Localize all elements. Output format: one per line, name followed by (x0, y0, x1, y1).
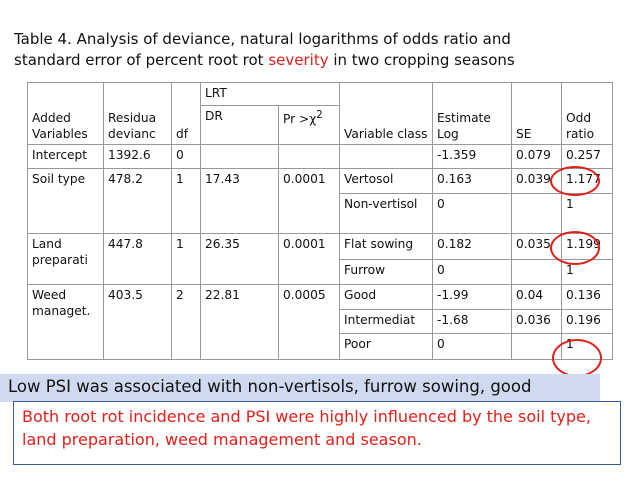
conclusion-box: Both root rot incidence and PSI were hig… (13, 401, 621, 465)
cell-dr: 26.35 (200, 233, 279, 285)
cell-pr: 0.0005 (278, 284, 340, 360)
cell-residual-deviance: 403.5 (103, 284, 172, 360)
table-row-soil-nonvertisol: Non-vertisol 0 1 (28, 193, 613, 234)
header-residual-deviance: Residua devianc (103, 82, 172, 145)
pr-chi-label: Pr >χ (283, 112, 317, 127)
deviance-table: Added Variables Residua devianc df LRT V… (27, 82, 613, 360)
header-lrt: LRT (200, 82, 340, 106)
cell-odds: 0.136 (561, 284, 613, 310)
cell-df: 1 (171, 233, 201, 285)
cell-se: 0.04 (511, 284, 562, 310)
table-row-weed-intermediate: Intermediat -1.68 0.036 0.196 (28, 309, 613, 334)
cell-estimate: 0 (432, 193, 512, 234)
cell-odds: 0.257 (561, 144, 613, 169)
cell-class: Intermediat (339, 309, 433, 334)
cell-odds: 1.199 (561, 233, 613, 260)
cell-odds: 1 (561, 259, 613, 285)
cell-class: Furrow (339, 259, 433, 285)
cell-se: 0.036 (511, 309, 562, 334)
cell-class (339, 144, 433, 169)
caption-line-2: standard error of percent root rot sever… (14, 50, 624, 71)
cell-class: Non-vertisol (339, 193, 433, 234)
header-se: SE (511, 82, 562, 145)
cell-odds: 1 (561, 193, 613, 234)
cell-se (511, 259, 562, 285)
cell-pr: 0.0001 (278, 233, 340, 285)
caption-text-end: in two cropping seasons (328, 51, 515, 69)
cell-df: 1 (171, 168, 201, 234)
cell-class: Vertosol (339, 168, 433, 194)
header-odd-ratio: Odd ratio (561, 82, 613, 145)
cell-se (511, 333, 562, 360)
cell-variable: Soil type (27, 168, 104, 234)
table-row-weed-good: Weed managet. 403.5 2 22.81 0.0005 Good … (27, 284, 613, 360)
cell-estimate: 0 (432, 333, 512, 360)
cell-residual-deviance: 478.2 (103, 168, 172, 234)
psi-summary-banner: Low PSI was associated with non-vertisol… (0, 374, 600, 402)
table-row-intercept: Intercept 1392.6 0 -1.359 0.079 0.257 (27, 144, 613, 169)
cell-estimate: -1.68 (432, 309, 512, 334)
header-row-2: DR Pr >χ2 (28, 105, 613, 145)
cell-estimate: 0 (432, 259, 512, 285)
caption-text: standard error of percent root rot (14, 51, 269, 69)
caption-line-1: Table 4. Analysis of deviance, natural l… (14, 30, 511, 48)
cell-variable: Intercept (27, 144, 104, 169)
cell-class: Flat sowing (339, 233, 433, 260)
table-row-weed-poor: Poor 0 1 (28, 333, 613, 360)
header-dr: DR (200, 105, 279, 145)
cell-class: Good (339, 284, 433, 310)
cell-se (511, 193, 562, 234)
cell-df: 0 (171, 144, 201, 169)
cell-dr: 17.43 (200, 168, 279, 234)
header-pr-chi: Pr >χ2 (278, 105, 340, 145)
cell-estimate: -1.359 (432, 144, 512, 169)
pr-chi-superscript: 2 (316, 110, 323, 121)
header-estimate-log: Estimate Log (432, 82, 512, 145)
table-caption: Table 4. Analysis of deviance, natural l… (14, 29, 624, 71)
cell-estimate: 0.182 (432, 233, 512, 260)
cell-estimate: -1.99 (432, 284, 512, 310)
cell-variable: Weed managet. (27, 284, 104, 360)
table-row-soil-vertosol: Soil type 478.2 1 17.43 0.0001 Vertosol … (27, 168, 613, 234)
cell-se: 0.039 (511, 168, 562, 194)
severity-highlight: severity (268, 51, 329, 69)
cell-df: 2 (171, 284, 201, 360)
cell-class: Poor (339, 333, 433, 360)
cell-estimate: 0.163 (432, 168, 512, 194)
cell-pr: 0.0001 (278, 168, 340, 234)
cell-dr (200, 144, 279, 169)
cell-odds: 1 (561, 333, 613, 360)
header-added-variables: Added Variables (27, 82, 104, 145)
header-variable-class: Variable class (339, 82, 433, 145)
cell-se: 0.079 (511, 144, 562, 169)
cell-se: 0.035 (511, 233, 562, 260)
cell-odds: 0.196 (561, 309, 613, 334)
table-row-land-flat: Land preparati 447.8 1 26.35 0.0001 Flat… (27, 233, 613, 285)
cell-pr (278, 144, 340, 169)
cell-odds: 1.177 (561, 168, 613, 194)
cell-residual-deviance: 447.8 (103, 233, 172, 285)
cell-residual-deviance: 1392.6 (103, 144, 172, 169)
header-df: df (171, 82, 201, 145)
cell-dr: 22.81 (200, 284, 279, 360)
cell-variable: Land preparati (27, 233, 104, 285)
header-row-1: Added Variables Residua devianc df LRT V… (27, 82, 613, 145)
